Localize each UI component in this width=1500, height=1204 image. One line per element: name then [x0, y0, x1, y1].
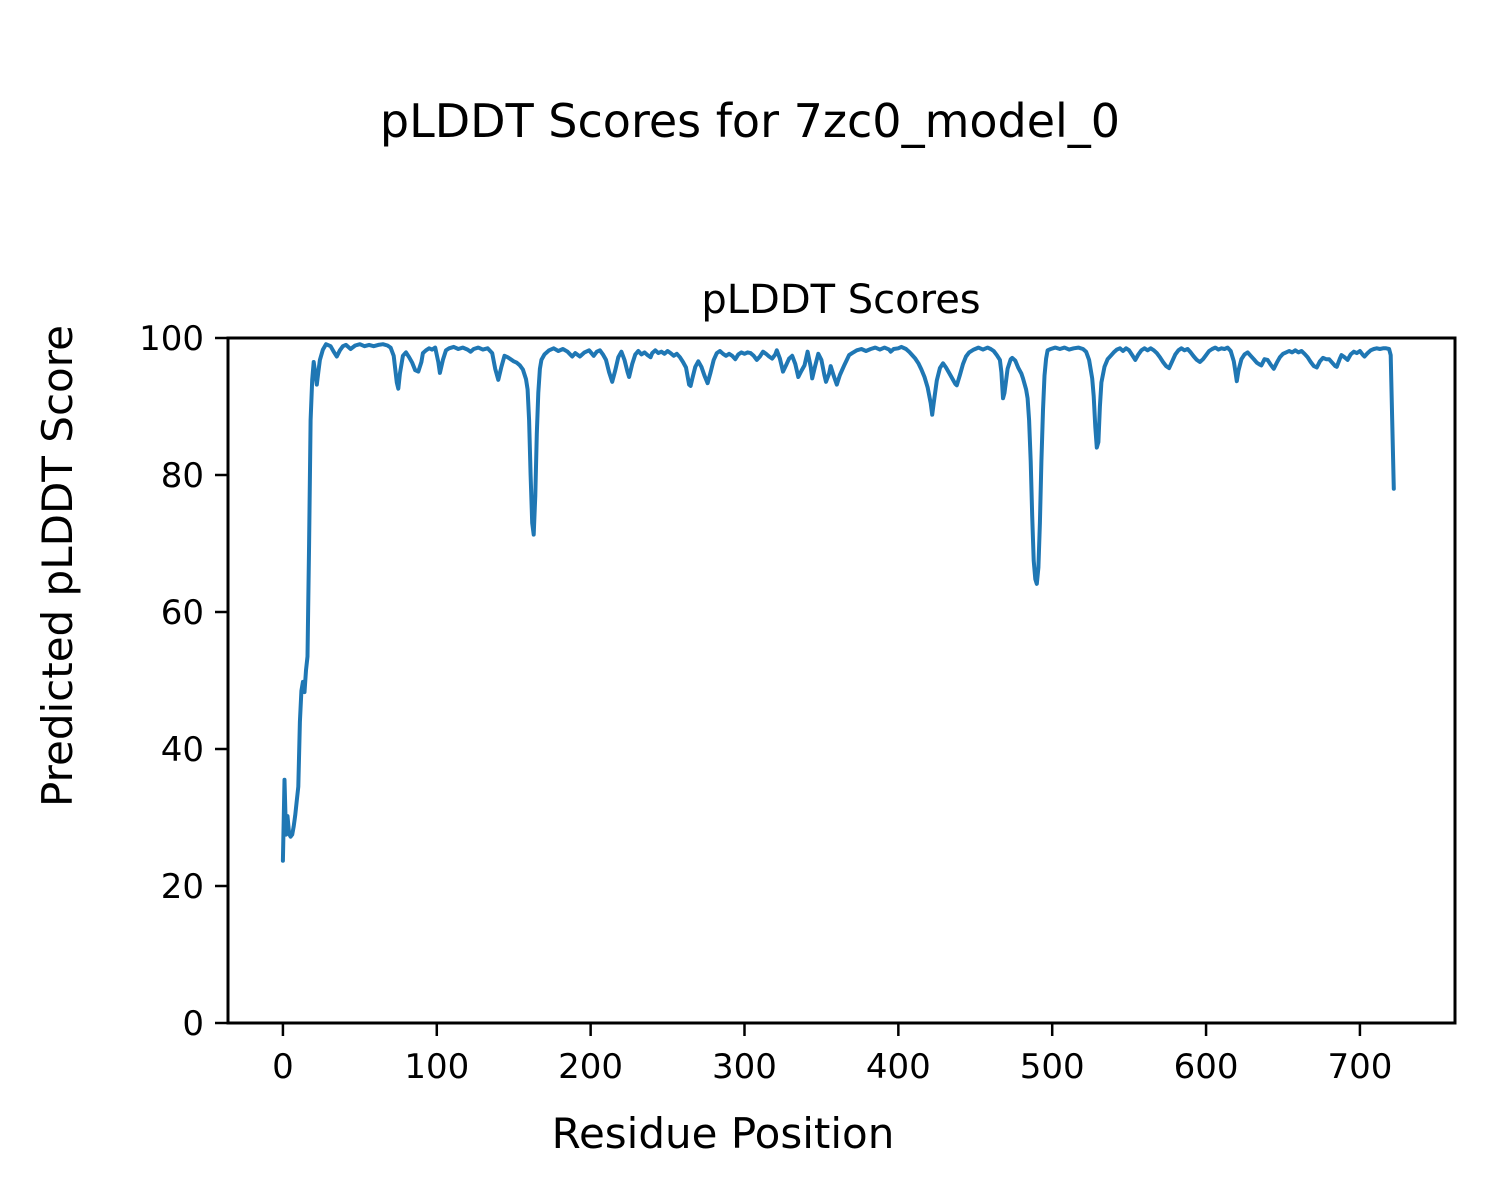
plot-area-frame — [226, 336, 1457, 1025]
y-tick-label: 100 — [139, 319, 204, 359]
y-tick-label: 0 — [182, 1004, 204, 1044]
x-tick-label: 700 — [1327, 1047, 1392, 1087]
x-tick-label: 100 — [404, 1047, 469, 1087]
x-tick-label: 400 — [866, 1047, 931, 1087]
y-axis-label: Predicted pLDDT Score — [33, 325, 82, 807]
x-tick-label: 300 — [712, 1047, 777, 1087]
axes-title: pLDDT Scores — [701, 277, 980, 323]
y-axis-ticks: 0 20 40 60 80 100 — [139, 319, 228, 1044]
x-tick-label: 200 — [558, 1047, 623, 1087]
x-tick-label: 500 — [1020, 1047, 1085, 1087]
figure-title: pLDDT Scores for 7zc0_model_0 — [380, 94, 1120, 148]
plddt-line — [280, 342, 1396, 863]
y-tick-label: 40 — [161, 730, 204, 770]
x-tick-label: 600 — [1174, 1047, 1239, 1087]
y-tick-label: 80 — [161, 456, 204, 496]
y-tick-label: 20 — [161, 867, 204, 907]
y-tick-label: 60 — [161, 593, 204, 633]
x-axis-ticks: 0 100 200 300 400 500 600 700 — [272, 1023, 1392, 1087]
x-axis-label: Residue Position — [552, 1109, 895, 1158]
x-tick-label: 0 — [272, 1047, 294, 1087]
